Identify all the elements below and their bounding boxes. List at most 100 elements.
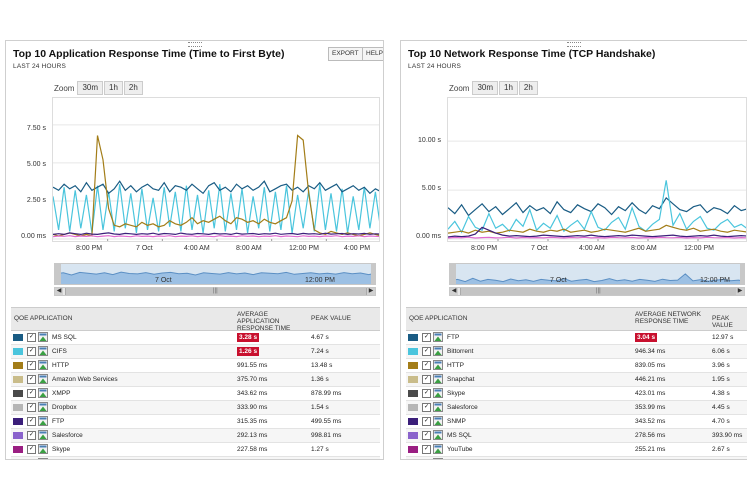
app-status-icon (433, 346, 443, 356)
navigator-handle-right[interactable] (740, 264, 745, 285)
app-name: CIFS (52, 348, 67, 355)
drag-handle[interactable] (567, 42, 581, 47)
table-row[interactable]: ✓ HTTP 991.55 ms 13.48 s (11, 359, 380, 373)
avg-response-time: 227.58 ms (237, 446, 268, 453)
navigator-handle-right[interactable] (371, 264, 376, 285)
navigator-handle-left[interactable] (450, 264, 456, 285)
app-status-icon (38, 332, 48, 342)
avg-response-time: 333.90 ms (237, 404, 268, 411)
zoom-label: Zoom (54, 83, 75, 93)
series-checkbox[interactable]: ✓ (27, 347, 36, 356)
series-checkbox[interactable]: ✓ (27, 445, 36, 454)
app-status-icon (38, 416, 48, 426)
series-checkbox[interactable]: ✓ (422, 347, 431, 356)
table-row[interactable]: ✓ SNMP 343.52 ms 4.70 s (406, 415, 747, 429)
series-checkbox[interactable]: ✓ (27, 333, 36, 342)
app-name: MS SQL (447, 432, 472, 439)
table-row[interactable]: ✓ XMPP 343.62 ms 878.99 ms (11, 387, 380, 401)
table-row[interactable]: ✓ MS SQL 278.56 ms 393.90 ms (406, 429, 747, 443)
series-checkbox[interactable]: ✓ (27, 375, 36, 384)
y-tick-label: 7.50 s (26, 125, 46, 132)
scroll-left-icon[interactable]: ◀ (55, 288, 63, 295)
series-checkbox[interactable]: ✓ (422, 361, 431, 370)
series-checkbox[interactable]: ✓ (27, 403, 36, 412)
x-tick-label: 12:00 PM (289, 245, 319, 252)
series-checkbox[interactable]: ✓ (422, 375, 431, 384)
app-name: Salesforce (447, 404, 478, 411)
series-checkbox[interactable]: ✓ (27, 417, 36, 426)
zoom-2h-button[interactable]: 2h (123, 81, 143, 95)
series-color-swatch (13, 362, 23, 369)
series-line (53, 235, 379, 238)
table-row[interactable]: ✓ HTTP 839.05 ms 3.96 s (406, 359, 747, 373)
scroll-right-icon[interactable]: ▶ (736, 288, 744, 295)
series-checkbox[interactable]: ✓ (27, 431, 36, 440)
table-row[interactable]: ✓ FTP 315.35 ms 499.55 ms (11, 415, 380, 429)
app-status-icon (433, 416, 443, 426)
time-scrollbar[interactable]: ◀ ||| ▶ (449, 287, 745, 296)
table-row[interactable]: ✓ Skype 227.58 ms 1.27 s (11, 443, 380, 457)
app-status-icon (433, 402, 443, 412)
time-scrollbar[interactable]: ◀ ||| ▶ (54, 287, 376, 296)
export-button[interactable]: EXPORT (328, 47, 363, 61)
response-time-chart[interactable] (447, 97, 747, 242)
table-row[interactable]: ✓ Salesforce 292.13 ms 998.81 ms (11, 429, 380, 443)
table-row[interactable]: ✓YouTube207.67 ms1.89 s (11, 457, 380, 460)
series-checkbox[interactable]: ✓ (422, 389, 431, 398)
series-checkbox[interactable]: ✓ (422, 417, 431, 426)
help-button[interactable]: HELP (362, 47, 383, 61)
scroll-thumb[interactable] (65, 288, 367, 295)
series-checkbox[interactable]: ✓ (27, 459, 36, 460)
table-row[interactable]: ✓ Amazon Web Services 375.70 ms 1.36 s (11, 373, 380, 387)
table-row[interactable]: ✓ CIFS 1.26 s 7.24 s (11, 345, 380, 359)
table-row[interactable]: ✓ YouTube 255.21 ms 2.67 s (406, 443, 747, 457)
series-checkbox[interactable]: ✓ (27, 361, 36, 370)
zoom-1h-button[interactable]: 1h (104, 81, 123, 95)
table-body: ✓ MS SQL 3.28 s 4.67 s ✓ CIFS 1.26 s 7.24 s ✓ HTT… (11, 331, 380, 460)
table-row[interactable]: ✓ Skype 423.01 ms 4.38 s (406, 387, 747, 401)
network-response-panel: Top 10 Network Response Time (TCP Handsh… (400, 40, 747, 460)
scroll-left-icon[interactable]: ◀ (450, 288, 458, 295)
panel-title: Top 10 Application Response Time (Time t… (13, 48, 285, 60)
series-color-swatch (13, 348, 23, 355)
series-checkbox[interactable]: ✓ (422, 403, 431, 412)
zoom-controls: Zoom 30m 1h 2h (449, 81, 539, 95)
series-checkbox[interactable]: ✓ (27, 389, 36, 398)
series-checkbox[interactable]: ✓ (422, 459, 431, 460)
x-tick-label: 7 Oct (531, 245, 548, 252)
drag-handle[interactable] (187, 42, 202, 47)
table-row[interactable]: ✓Amazon Web Services177.11 ms847.95 ms (406, 457, 747, 460)
series-color-swatch (408, 390, 418, 397)
navigator-label: 12:00 PM (700, 277, 730, 284)
app-name: MS SQL (52, 334, 77, 341)
avg-response-time: 255.21 ms (635, 446, 666, 453)
series-color-swatch (408, 362, 418, 369)
table-row[interactable]: ✓ Salesforce 353.99 ms 4.45 s (406, 401, 747, 415)
series-checkbox[interactable]: ✓ (422, 333, 431, 342)
zoom-30m-button[interactable]: 30m (77, 81, 104, 95)
table-row[interactable]: ✓ MS SQL 3.28 s 4.67 s (11, 331, 380, 345)
zoom-1h-button[interactable]: 1h (499, 81, 518, 95)
table-row[interactable]: ✓ Snapchat 446.21 ms 1.95 s (406, 373, 747, 387)
x-tick-label: 8:00 AM (631, 245, 657, 252)
table-row[interactable]: ✓ FTP 3.04 s 12.97 s (406, 331, 747, 345)
col-header-avg: AVERAGE NETWORK RESPONSE TIME (635, 311, 701, 325)
zoom-30m-button[interactable]: 30m (472, 81, 499, 95)
table-row[interactable]: ✓ Bittorrent 946.34 ms 6.06 s (406, 345, 747, 359)
series-checkbox[interactable]: ✓ (422, 445, 431, 454)
navigator-handle-left[interactable] (55, 264, 61, 285)
zoom-2h-button[interactable]: 2h (518, 81, 538, 95)
series-color-swatch (13, 418, 23, 425)
app-name: SNMP (447, 418, 466, 425)
table-row[interactable]: ✓ Dropbox 333.90 ms 1.54 s (11, 401, 380, 415)
scroll-right-icon[interactable]: ▶ (367, 288, 375, 295)
chart-svg (53, 124, 379, 241)
avg-response-time: 1.26 s (237, 347, 260, 356)
series-checkbox[interactable]: ✓ (422, 431, 431, 440)
time-navigator[interactable]: 7 Oct 12:00 PM (449, 263, 745, 285)
navigator-area (450, 273, 744, 284)
time-navigator[interactable]: 7 Oct 12:00 PM (54, 263, 376, 285)
response-time-chart[interactable] (52, 97, 380, 242)
peak-value: 12.97 s (712, 334, 734, 341)
qoe-table: QOE APPLICATION AVERAGE APPLICATION RESP… (11, 307, 380, 460)
